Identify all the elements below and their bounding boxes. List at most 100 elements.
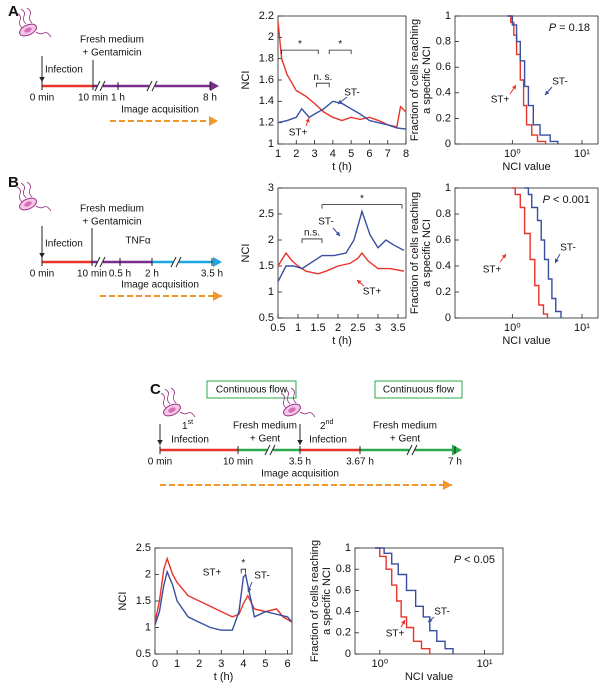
y-axis-label: NCI <box>240 71 252 90</box>
flagellum <box>164 388 171 405</box>
arrow-head <box>452 444 462 456</box>
timeline-tick-label: 3.5 h <box>289 457 311 468</box>
medium-text: + Gent <box>250 434 281 445</box>
x-tick-label: 7 <box>385 148 391 160</box>
x-tick-label: 4 <box>330 148 336 160</box>
x-tick-label: 3 <box>312 148 318 160</box>
y-tick-label: 0.8 <box>436 36 451 48</box>
arrow-head <box>39 77 45 82</box>
infection-text: Infection <box>171 435 209 446</box>
x-tick-label: 2.5 <box>350 322 365 334</box>
bacterium-core <box>24 201 32 207</box>
arrow-head <box>443 480 452 490</box>
y-tick-label: 3 <box>268 182 274 194</box>
flagellum <box>16 186 23 203</box>
series-label: ST- <box>434 607 450 618</box>
flagellum <box>20 182 27 199</box>
y-tick-label: 2 <box>268 31 274 43</box>
x-axis-label: NCI value <box>502 161 550 173</box>
y-tick-label: 1.2 <box>259 117 274 129</box>
break-gap <box>97 82 103 90</box>
timeline-tick-label: 1 h <box>111 93 125 104</box>
y-tick-label: 0 <box>345 648 351 660</box>
y-tick-label: 0 <box>445 138 451 150</box>
timeline-tick-label: 10 min <box>78 93 108 104</box>
x-tick-label: 6 <box>366 148 372 160</box>
y-tick-label: 0.2 <box>436 112 451 124</box>
arrow-head <box>357 280 362 285</box>
plot-frame <box>154 547 293 655</box>
arrow-head <box>338 99 343 104</box>
y-tick-label: 1 <box>445 10 451 22</box>
significance-text: * <box>360 193 364 204</box>
timeline-tick-label: 2 h <box>145 269 159 280</box>
x-tick-label: 10⁰ <box>504 148 521 160</box>
x-tick-label: 1 <box>174 658 180 670</box>
x-tick-label: 3.5 <box>390 322 405 334</box>
x-tick-label: 3 <box>375 322 381 334</box>
p-text: < 0.05 <box>464 554 495 566</box>
timeline-tick-label: 0 min <box>30 93 54 104</box>
series-line <box>277 251 405 275</box>
arrow-head <box>210 81 219 91</box>
break-gap <box>409 446 415 454</box>
ordinal-number: 1 <box>182 421 188 432</box>
plot-frame <box>277 187 407 319</box>
arrow-head <box>335 231 340 236</box>
x-tick-label: 10¹ <box>477 658 493 670</box>
y-tick-label: 2 <box>268 234 274 246</box>
x-tick-label: 1 <box>275 148 281 160</box>
x-tick-label: 10¹ <box>574 322 590 334</box>
infection-text: Infection <box>45 239 83 250</box>
treatment-text: TNFα <box>125 236 150 247</box>
series-label: ST+ <box>386 629 405 640</box>
x-tick-label: 10¹ <box>574 148 590 160</box>
flagellum <box>160 392 167 409</box>
y-tick-label: 0.2 <box>436 286 451 298</box>
x-tick-label: 0 <box>152 658 158 670</box>
y-tick-label: 0.6 <box>336 584 351 596</box>
timeline-tick-label: 3.5 h <box>201 269 223 280</box>
series-label: ST+ <box>363 287 382 298</box>
series-label: ST+ <box>289 128 308 139</box>
significance-bracket <box>301 238 323 243</box>
break-mark <box>146 80 153 92</box>
y-tick-label: 0.5 <box>259 312 274 324</box>
series-label: ST- <box>560 243 576 254</box>
y-tick-label: 1 <box>445 182 451 194</box>
series-line <box>374 547 454 654</box>
infection-ordinal: 2nd <box>320 419 333 432</box>
arrow-head <box>39 253 45 258</box>
arrow-head <box>157 440 163 445</box>
infection-ordinal: 1st <box>182 419 193 432</box>
x-tick-label: 1.5 <box>310 322 325 334</box>
y-tick-label: 0.8 <box>436 208 451 220</box>
significance-text: n.s. <box>304 228 320 239</box>
break-mark <box>170 256 177 268</box>
significance-bracket <box>321 204 403 209</box>
arrow-head <box>209 116 218 126</box>
break-mark <box>99 80 106 92</box>
x-tick-label: 3 <box>218 658 224 670</box>
y-tick-label: 0.4 <box>436 260 451 272</box>
acquisition-text: Image acquisition <box>121 280 199 291</box>
break-gap <box>267 446 273 454</box>
y-tick-label: 2 <box>145 568 151 580</box>
x-tick-label: 8 <box>403 148 409 160</box>
y-tick-label: 1.5 <box>259 260 274 272</box>
flow-box <box>374 380 463 399</box>
x-axis-label: t (h) <box>332 335 352 347</box>
y-axis-label: NCI <box>240 244 252 263</box>
y-axis-label: Fraction of cells reaching <box>309 540 321 662</box>
y-tick-label: 0.6 <box>436 234 451 246</box>
p-symbol: P <box>543 194 551 206</box>
timeline-tick-label: 0 min <box>148 457 172 468</box>
flow-text: Continuous flow <box>216 385 288 396</box>
series-line <box>154 569 293 631</box>
y-tick-label: 2.5 <box>136 542 151 554</box>
flagellum <box>299 411 316 418</box>
p-text: = 0.18 <box>559 22 590 34</box>
x-tick-label: 2 <box>196 658 202 670</box>
y-axis-label: Fraction of cells reaching <box>409 19 421 141</box>
